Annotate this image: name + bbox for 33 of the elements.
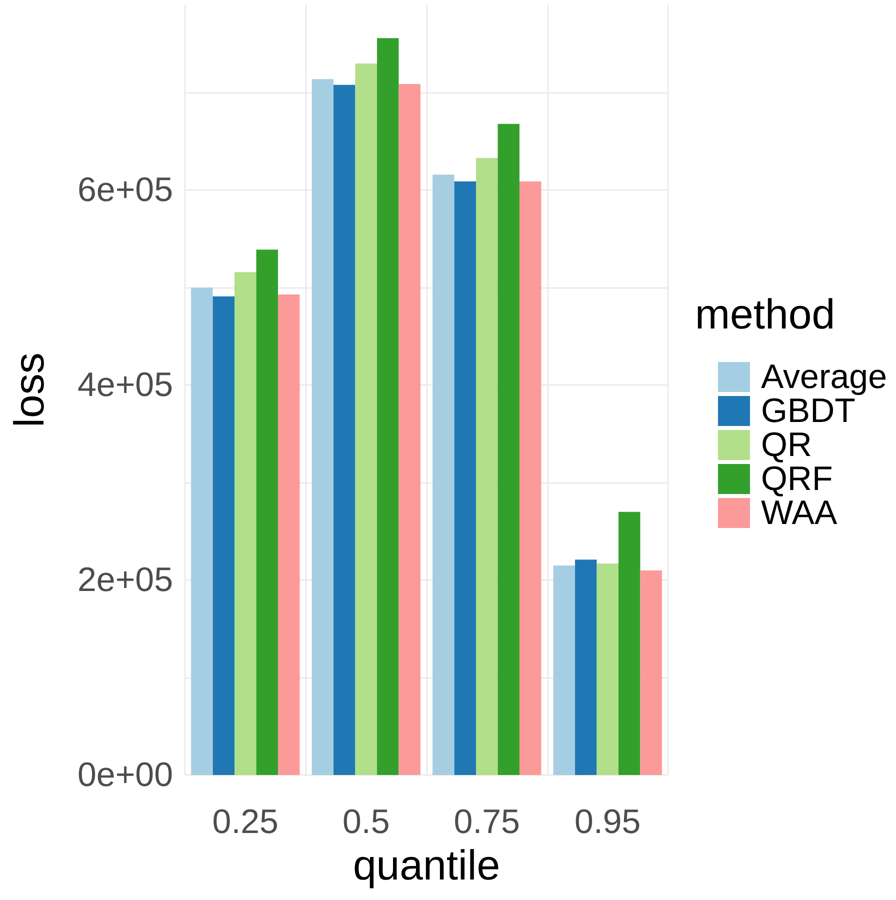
bar bbox=[575, 560, 597, 775]
x-tick-label: 0.75 bbox=[454, 803, 520, 841]
bar bbox=[212, 296, 235, 775]
bar bbox=[519, 181, 542, 775]
x-tick-label: 0.95 bbox=[574, 803, 641, 841]
legend-label: QR bbox=[760, 426, 812, 464]
y-axis-title: loss bbox=[6, 352, 52, 428]
bar bbox=[553, 565, 576, 775]
bar bbox=[191, 288, 213, 775]
x-axis-title: quantile bbox=[352, 841, 500, 888]
bar bbox=[640, 570, 662, 775]
bar bbox=[234, 272, 256, 775]
x-tick-label: 0.5 bbox=[342, 803, 390, 841]
bar bbox=[256, 250, 278, 775]
bar bbox=[432, 174, 454, 775]
bar bbox=[398, 84, 420, 775]
y-tick-label: 6e+05 bbox=[78, 171, 173, 210]
y-tick-label: 0e+00 bbox=[78, 756, 173, 794]
bar bbox=[355, 63, 377, 775]
bar bbox=[334, 84, 356, 775]
bar bbox=[618, 512, 640, 775]
y-tick-label: 2e+05 bbox=[78, 561, 173, 600]
bar bbox=[476, 158, 498, 775]
y-tick-label: 4e+05 bbox=[78, 366, 173, 404]
bar bbox=[278, 294, 300, 775]
bar bbox=[498, 124, 520, 775]
x-tick-label: 0.25 bbox=[212, 803, 278, 841]
bar bbox=[376, 38, 399, 775]
bar bbox=[312, 79, 334, 775]
legend-label: Average bbox=[760, 358, 888, 396]
bar bbox=[596, 563, 618, 775]
bar bbox=[454, 181, 476, 775]
legend-title: method bbox=[695, 290, 836, 338]
